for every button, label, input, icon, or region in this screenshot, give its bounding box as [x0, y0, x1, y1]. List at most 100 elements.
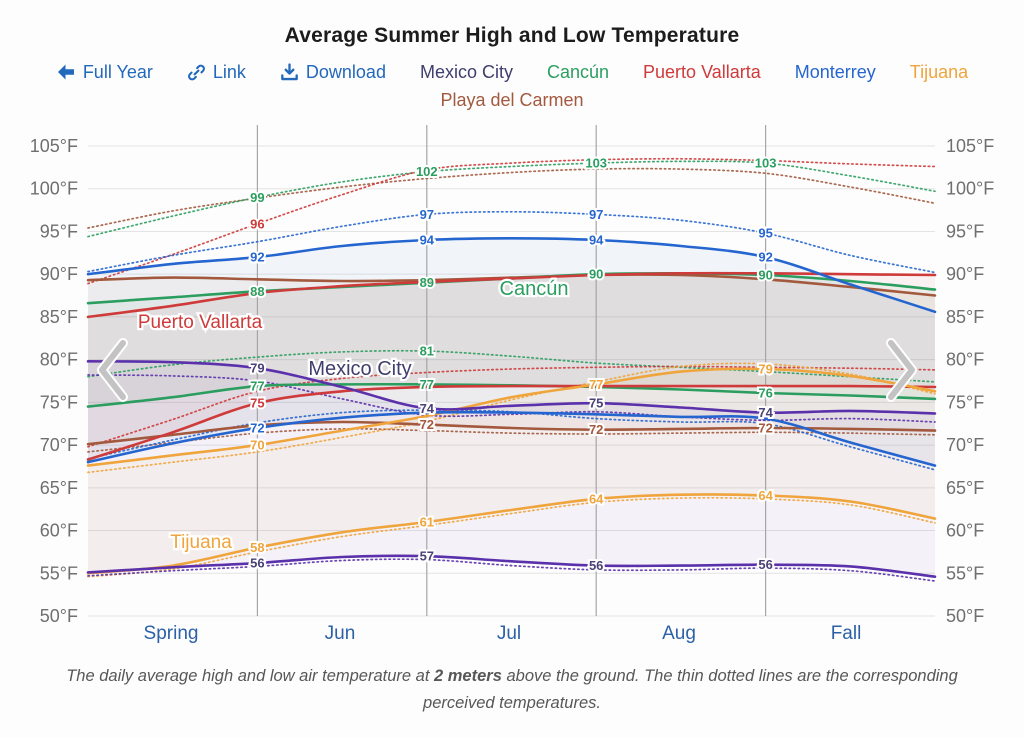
- series-line-mexico-city-high-perceived: [87, 374, 936, 423]
- chart-caption: The daily average high and low air tempe…: [45, 663, 980, 716]
- legend-item-tijuana[interactable]: Tijuana: [909, 62, 969, 82]
- data-label-tijuana-low: 61: [420, 515, 434, 530]
- prev-period-button[interactable]: [99, 340, 126, 400]
- data-label-monterrey-high: 94: [589, 233, 604, 248]
- link-icon: [187, 63, 206, 82]
- series-line-mexico-city-low: [86, 554, 937, 578]
- data-label-mexico-city-high: 74: [758, 405, 773, 420]
- data-label-canc-n-high: 89: [420, 275, 434, 290]
- data-label-monterrey-high-perceived: 95: [758, 226, 772, 241]
- data-label-playa-del-carmen-low: 72: [589, 422, 603, 437]
- data-label-mexico-city-high: 79: [250, 361, 264, 376]
- series-line-monterrey-high: [86, 237, 937, 314]
- link-button[interactable]: Link: [187, 60, 246, 84]
- band-tijuana: [88, 368, 935, 574]
- data-label-tijuana-high: 79: [758, 362, 772, 377]
- legend-item-mexico-city[interactable]: Mexico City: [419, 62, 513, 82]
- back-arrow-icon: [56, 62, 76, 82]
- y-axis-label-right: 75°F: [946, 392, 984, 412]
- data-label-playa-del-carmen-low: 72: [420, 417, 434, 432]
- annotation-tijuana: Tijuana: [170, 532, 232, 553]
- y-axis-label-left: 80°F: [40, 350, 78, 370]
- y-axis-label-left: 50°F: [40, 606, 78, 626]
- data-label-monterrey-high: 92: [758, 250, 772, 265]
- y-axis-label-right: 90°F: [946, 264, 984, 284]
- download-button[interactable]: Download: [280, 60, 386, 84]
- y-axis-label-right: 85°F: [946, 307, 984, 327]
- data-label-canc-n-low: 77: [420, 377, 434, 392]
- data-label-canc-n-high: 88: [250, 284, 264, 299]
- x-axis-label-fall: Fall: [831, 623, 862, 644]
- full-year-button[interactable]: Full Year: [56, 60, 153, 84]
- y-axis-label-left: 85°F: [40, 307, 78, 327]
- annotation-puerto-vallarta: Puerto Vallarta: [138, 312, 263, 333]
- x-axis-label-jun: Jun: [325, 623, 356, 644]
- y-axis-label-left: 75°F: [40, 392, 78, 412]
- y-axis-label-left: 60°F: [40, 521, 78, 541]
- y-axis-label-right: 55°F: [946, 563, 984, 583]
- y-axis-label-left: 100°F: [30, 179, 78, 199]
- series-line-playa-del-carmen-low-perceived: [87, 427, 936, 453]
- series-line-puerto-vallarta-low: [86, 384, 937, 461]
- data-label-monterrey-high-perceived: 97: [420, 207, 434, 222]
- series-line-playa-del-carmen-high-perceived: [87, 167, 936, 229]
- legend-item-playa-del-carmen[interactable]: Playa del Carmen: [440, 90, 584, 110]
- data-label-canc-n-high-perceived: 99: [250, 190, 264, 205]
- series-line-playa-del-carmen-low: [86, 420, 937, 446]
- full-year-label: Full Year: [82, 62, 153, 82]
- series-line-monterrey-high-perceived: [87, 210, 936, 274]
- y-axis-label-right: 50°F: [946, 606, 984, 626]
- download-icon: [280, 62, 299, 82]
- series-line-tijuana-low-perceived: [87, 496, 936, 578]
- band-puerto-vallarta: [88, 273, 935, 460]
- legend-item-puerto-vallarta[interactable]: Puerto Vallarta: [643, 62, 761, 82]
- next-period-button[interactable]: [888, 340, 915, 400]
- data-label-canc-n-low-perceived: 81: [420, 344, 434, 359]
- data-label-mexico-city-low: 57: [420, 549, 434, 564]
- y-axis-label-left: 70°F: [40, 435, 78, 455]
- annotation-canc-n: Cancún: [500, 278, 569, 300]
- y-axis-label-right: 65°F: [946, 478, 984, 498]
- y-axis-label-left: 55°F: [40, 563, 78, 583]
- data-label-mexico-city-high: 74: [420, 401, 435, 416]
- toolbar: Full Year Link Download Mexico City Canc…: [0, 60, 1024, 84]
- toolbar-row-2: Playa del Carmen: [0, 88, 1024, 112]
- data-label-mexico-city-low: 56: [589, 558, 603, 573]
- x-axis-label-aug: Aug: [662, 623, 696, 644]
- series-line-mexico-city-low-perceived: [87, 558, 936, 582]
- data-label-canc-n-high-perceived: 103: [755, 156, 777, 171]
- series-line-tijuana-low: [86, 493, 937, 575]
- y-axis-label-right: 80°F: [946, 350, 984, 370]
- legend-item-cancun[interactable]: Cancún: [546, 62, 610, 82]
- data-label-tijuana-low: 58: [250, 540, 264, 555]
- series-line-tijuana-high-perceived: [87, 362, 936, 474]
- chart-area: 105°F 105°F 100°F 100°F 95°F 95°F 90°F 90°F 85°F…: [0, 112, 1024, 663]
- data-label-tijuana-low: 64: [758, 488, 773, 503]
- y-axis-label-left: 65°F: [40, 478, 78, 498]
- data-label-canc-n-high: 90: [758, 268, 772, 283]
- data-label-mexico-city-low: 56: [250, 556, 264, 571]
- legend-item-monterrey[interactable]: Monterrey: [794, 62, 876, 82]
- data-label-tijuana-high: 70: [250, 438, 264, 453]
- y-axis-label-right: 95°F: [946, 221, 984, 241]
- band-mexico-city: [88, 361, 935, 577]
- series-line-puerto-vallarta-high-perceived: [87, 157, 936, 285]
- download-label: Download: [305, 62, 386, 82]
- data-label-mexico-city-low: 56: [758, 557, 772, 572]
- data-label-puerto-vallarta-low: 75: [250, 396, 264, 411]
- link-label: Link: [212, 62, 246, 82]
- band-canc-n: [88, 273, 935, 407]
- data-label-monterrey-high-perceived: 97: [589, 207, 603, 222]
- data-label-canc-n-high: 90: [589, 267, 603, 282]
- data-label-playa-del-carmen-low: 72: [758, 421, 772, 436]
- series-line-monterrey-low: [86, 410, 937, 467]
- data-label-mexico-city-high: 75: [589, 396, 603, 411]
- y-axis-label-left: 105°F: [30, 136, 78, 156]
- data-label-canc-n-high-perceived: 102: [416, 164, 438, 179]
- series-line-canc-n-high-perceived: [87, 160, 936, 238]
- caption-text-1: The daily average high and low air tempe…: [66, 667, 434, 685]
- y-axis-label-right: 100°F: [946, 179, 994, 199]
- y-axis-label-right: 70°F: [946, 435, 984, 455]
- data-label-canc-n-low: 76: [758, 385, 772, 400]
